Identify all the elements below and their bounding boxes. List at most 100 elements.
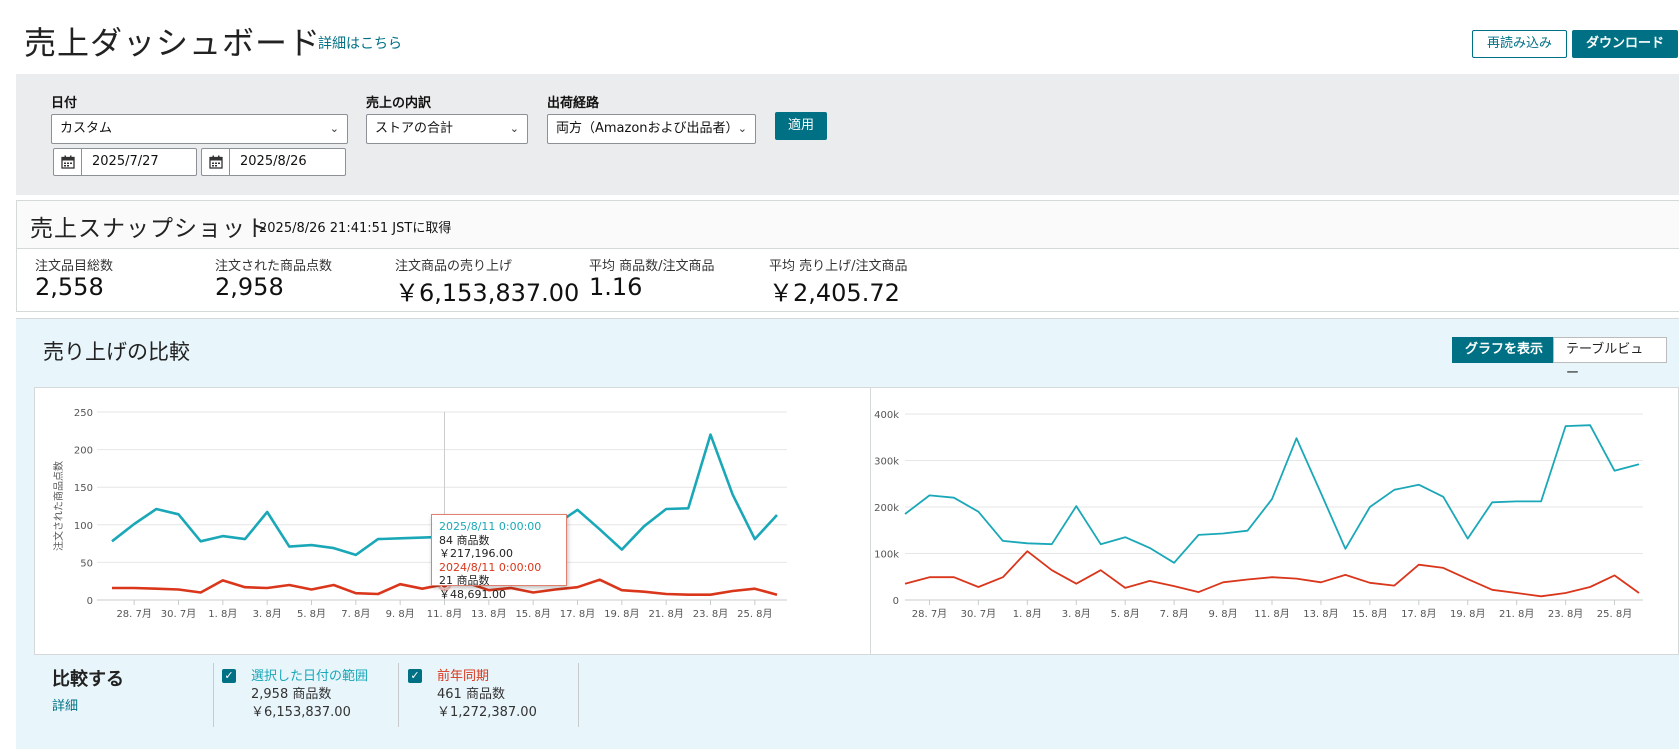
compare-label: 比較する: [52, 669, 124, 690]
fulfillment-filter-label: 出荷経路: [547, 96, 600, 111]
charts-container: 0 50 100 150 200 250 28. 7月 30. 7月 1. 8月 3. 8月 5. …: [34, 387, 1679, 655]
page-header: 売上ダッシュボード 詳細はこちら 再読み込み ダウンロード: [0, 0, 1679, 74]
metric-value: 1.16: [589, 273, 643, 301]
x-tick-label: 30. 7月: [161, 608, 196, 620]
y-tick-label: 100k: [874, 550, 899, 561]
legend-previous-units: 461 商品数: [437, 687, 505, 702]
x-tick-label: 9. 8月: [386, 608, 415, 620]
y-tick-label: 0: [87, 596, 93, 607]
y-tick-label: 200k: [874, 503, 899, 514]
page-title: 売上ダッシュボード: [24, 24, 322, 62]
x-tick-label: 21. 8月: [648, 608, 683, 620]
x-tick-label: 19. 8月: [1450, 608, 1485, 620]
y-tick-label: 150: [74, 483, 93, 494]
comparison-title: 売り上げの比較: [43, 340, 190, 364]
metric-label: 注文された商品点数: [215, 259, 333, 274]
date-filter-label: 日付: [51, 96, 78, 111]
chart-tooltip: 2025/8/11 0:00:00 84 商品数 ￥217,196.00 202…: [431, 514, 567, 601]
table-view-button[interactable]: テーブルビュー: [1553, 337, 1667, 381]
x-tick-label: 30. 7月: [961, 608, 996, 620]
x-tick-label: 17. 8月: [560, 608, 595, 620]
breakdown-value: ストアの合計: [375, 121, 454, 136]
apply-button[interactable]: 適用: [775, 112, 827, 140]
checkbox-checked-icon[interactable]: ✓: [222, 669, 236, 683]
legend-current-units: 2,958 商品数: [251, 687, 332, 702]
x-tick-label: 15. 8月: [515, 608, 550, 620]
compare-detail-link[interactable]: 詳細: [52, 699, 79, 714]
x-tick-label: 11. 8月: [1254, 608, 1289, 620]
series-line: [904, 424, 1640, 564]
x-tick-label: 15. 8月: [1352, 608, 1387, 620]
y-tick-label: 0: [893, 596, 899, 607]
x-tick-label: 7. 8月: [341, 608, 370, 620]
x-tick-label: 25. 8月: [1597, 608, 1632, 620]
legend-previous-name: 前年同期: [437, 669, 490, 684]
y-tick-label: 50: [80, 558, 93, 569]
y-tick-label: 100: [74, 521, 93, 532]
checkbox-checked-icon[interactable]: ✓: [408, 669, 422, 683]
metric-value: ￥2,405.72: [769, 279, 900, 307]
x-tick-label: 3. 8月: [253, 608, 282, 620]
x-tick-label: 13. 8月: [471, 608, 506, 620]
legend-divider: [213, 663, 214, 727]
chart-divider: [870, 388, 871, 654]
x-tick-label: 11. 8月: [427, 608, 462, 620]
legend-current-name: 選択した日付の範囲: [251, 669, 369, 684]
reload-button[interactable]: 再読み込み: [1472, 30, 1568, 58]
x-tick-label: 17. 8月: [1401, 608, 1436, 620]
chevron-down-icon: ⌄: [329, 122, 339, 135]
x-tick-label: 28. 7月: [116, 608, 151, 620]
date-range-select[interactable]: カスタム ⌄: [51, 114, 348, 144]
x-tick-label: 5. 8月: [1111, 608, 1140, 620]
x-tick-label: 25. 8月: [737, 608, 772, 620]
calendar-icon[interactable]: [202, 149, 230, 175]
chevron-down-icon: ⌄: [737, 122, 747, 135]
details-link[interactable]: 詳細はこちら: [318, 36, 402, 52]
calendar-icon[interactable]: [54, 149, 82, 175]
sales-snapshot-panel: 売上スナップショット 2025/8/26 21:41:51 JSTに取得 注文品…: [16, 200, 1679, 312]
sales-line-chart[interactable]: 0 100k 200k 300k 400k 28. 7月 30. 7月 1. 8月 3. 8月 5…: [871, 388, 1679, 654]
x-tick-label: 13. 8月: [1303, 608, 1338, 620]
tooltip-current-date: 2025/8/11 0:00:00: [439, 520, 542, 533]
snapshot-title: 売上スナップショット: [30, 216, 270, 242]
sales-comparison-panel: 売り上げの比較 グラフを表示 テーブルビュー 0 50 100 150 200 250 28…: [16, 318, 1679, 749]
tooltip-previous-values: 21 商品数 ￥48,691.00: [439, 574, 506, 601]
x-tick-label: 21. 8月: [1499, 608, 1534, 620]
breakdown-select[interactable]: ストアの合計 ⌄: [366, 114, 528, 144]
start-date-field[interactable]: 2025/7/27: [53, 148, 197, 176]
x-tick-label: 23. 8月: [693, 608, 728, 620]
legend-current-sales: ￥6,153,837.00: [251, 705, 351, 720]
x-tick-label: 5. 8月: [297, 608, 326, 620]
fulfillment-select[interactable]: 両方（Amazonおよび出品者） ⌄: [547, 114, 756, 144]
metric-label: 平均 売り上げ/注文商品: [769, 259, 908, 274]
y-axis-label: 注文された商品点数: [52, 461, 65, 551]
y-tick-label: 400k: [874, 410, 899, 421]
y-tick-label: 300k: [874, 457, 899, 468]
metric-label: 平均 商品数/注文商品: [589, 259, 715, 274]
download-button[interactable]: ダウンロード: [1572, 30, 1679, 58]
fulfillment-value: 両方（Amazonおよび出品者）: [556, 121, 739, 136]
x-tick-label: 28. 7月: [912, 608, 947, 620]
metric-label: 注文商品の売り上げ: [395, 259, 513, 274]
breakdown-filter-label: 売上の内訳: [366, 96, 432, 111]
y-tick-label: 200: [74, 446, 93, 457]
date-range-value: カスタム: [60, 121, 113, 136]
metric-value: 2,958: [215, 273, 284, 301]
metric-value: 2,558: [35, 273, 104, 301]
metric-value: ￥6,153,837.00: [395, 279, 580, 307]
legend-divider: [578, 663, 579, 727]
graph-view-button[interactable]: グラフを表示: [1452, 337, 1557, 363]
x-tick-label: 9. 8月: [1209, 608, 1238, 620]
x-tick-label: 1. 8月: [1013, 608, 1042, 620]
end-date-field[interactable]: 2025/8/26: [201, 148, 346, 176]
chevron-down-icon: ⌄: [509, 122, 519, 135]
start-date-value: 2025/7/27: [92, 154, 159, 169]
y-tick-label: 250: [74, 408, 93, 419]
x-tick-label: 23. 8月: [1548, 608, 1583, 620]
tooltip-previous-date: 2024/8/11 0:00:00: [439, 560, 542, 574]
snapshot-header: 売上スナップショット 2025/8/26 21:41:51 JSTに取得: [17, 201, 1679, 249]
units-line-chart[interactable]: 0 50 100 150 200 250 28. 7月 30. 7月 1. 8月 3. 8月 5. …: [35, 388, 869, 654]
x-tick-label: 3. 8月: [1062, 608, 1091, 620]
snapshot-timestamp: 2025/8/26 21:41:51 JSTに取得: [259, 221, 452, 236]
x-tick-label: 1. 8月: [208, 608, 237, 620]
